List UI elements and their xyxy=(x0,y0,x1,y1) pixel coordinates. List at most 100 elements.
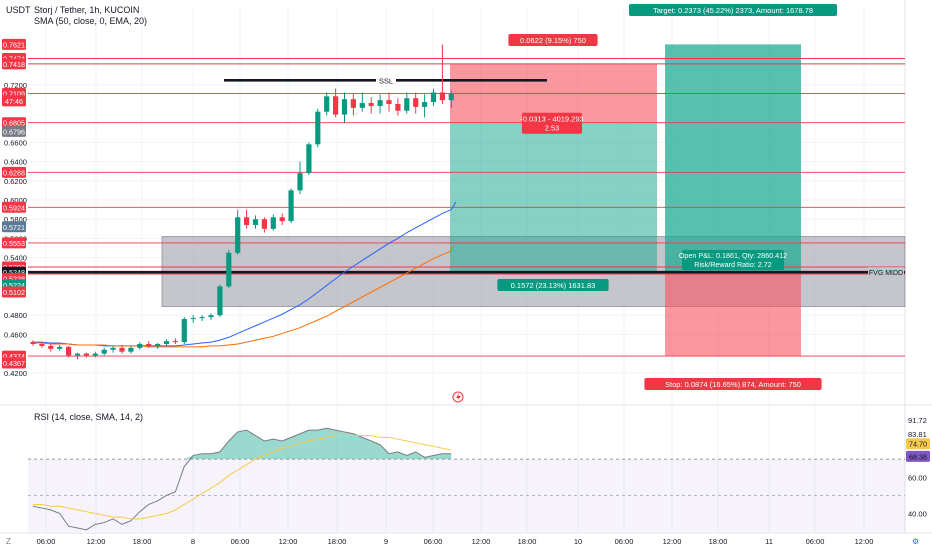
axis-spacer: USDT xyxy=(8,543,11,545)
candle-body xyxy=(39,344,45,346)
candle-body xyxy=(386,100,392,104)
price-badge-label: 0.5924 xyxy=(3,203,25,212)
candle-body xyxy=(57,346,63,349)
price-badge-label: 0.6796 xyxy=(3,127,25,136)
short-top-label-bg xyxy=(508,34,598,46)
x-tick-label: 8 xyxy=(191,537,195,546)
price-badge-label: 0.5721 xyxy=(3,223,25,232)
candle-body xyxy=(315,111,321,145)
x-tick-label: 06:00 xyxy=(37,537,56,546)
x-tick-label: 06:00 xyxy=(424,537,443,546)
open-pnl-label: Open P&L: 0.1861, Qty: 2860.412 xyxy=(679,251,787,260)
candle-body xyxy=(101,349,107,354)
candle-body xyxy=(270,217,276,229)
x-tick-label: 12:00 xyxy=(279,537,298,546)
candle-body xyxy=(83,353,89,356)
price-badge-label: 0.6288 xyxy=(3,168,25,177)
y-tick-label: 0.6400 xyxy=(4,158,27,167)
y-tick-label: 0.6600 xyxy=(4,138,27,147)
rsi-title: RSI (14, close, SMA, 14, 2) xyxy=(34,412,143,422)
price-badge xyxy=(2,95,26,107)
candle-body xyxy=(163,341,170,344)
candle-body xyxy=(92,353,98,356)
x-tick-label: 06:00 xyxy=(231,537,250,546)
price-badge xyxy=(2,286,26,298)
ssl-label-bg xyxy=(376,75,396,86)
long-risk-box xyxy=(665,272,801,357)
candle-body xyxy=(226,252,232,287)
candle-body xyxy=(244,217,250,225)
candle-body xyxy=(333,96,339,115)
short-reward-box xyxy=(450,123,657,275)
candle-body xyxy=(48,345,54,349)
x-tick-label: 10 xyxy=(574,537,582,546)
candle-body xyxy=(155,344,161,346)
y-tick-label: 0.4600 xyxy=(4,330,27,339)
candle-body xyxy=(128,347,134,352)
x-tick-label: 9 xyxy=(384,537,388,546)
x-tick-label: 18:00 xyxy=(133,537,152,546)
price-badge-label: 0.5228 xyxy=(3,275,25,284)
short-mid-label-bg xyxy=(522,112,582,134)
x-tick-label: 12:00 xyxy=(87,537,106,546)
candle-body xyxy=(146,344,152,346)
y-tick-label: 0.5800 xyxy=(4,215,27,224)
candle-body xyxy=(181,319,187,343)
price-badge-label: 0.5102 xyxy=(3,288,25,297)
price-badge-label: 0.4374 xyxy=(3,352,25,361)
price-badge-label: 0.4367 xyxy=(3,359,25,368)
price-badge xyxy=(2,166,26,178)
long-mid-label-bg xyxy=(497,279,609,291)
rsi-tick-label: 91.72 xyxy=(908,416,927,425)
candle-body xyxy=(217,286,223,316)
candle-body xyxy=(208,315,214,318)
target-label: Target: 0.2373 (45.22%) 2373, Amount: 16… xyxy=(653,6,813,15)
ema-50-line xyxy=(33,209,452,347)
rsi-badge xyxy=(906,438,930,450)
rsi-badge-label: 74.70 xyxy=(909,440,927,449)
price-badge xyxy=(2,201,26,213)
open-pnl-bg xyxy=(682,250,784,270)
x-tick-label: 12:00 xyxy=(663,537,682,546)
short-mid-label: -0.0313 - 4019.293 xyxy=(520,115,583,124)
target-label-bg xyxy=(629,4,837,16)
candle-body xyxy=(252,219,259,225)
y-tick-label: 0.4800 xyxy=(4,311,27,320)
y-tick-label: 0.6200 xyxy=(4,177,27,186)
x-tick-label: 06:00 xyxy=(806,537,825,546)
rsi-tick-label: 40.00 xyxy=(908,510,927,519)
y-tick-label: 0.5400 xyxy=(4,254,27,263)
price-badge xyxy=(2,38,26,50)
candle-body xyxy=(395,104,401,111)
x-tick-label: 18:00 xyxy=(709,537,728,546)
candle-body xyxy=(324,96,330,112)
gear-icon: ⚙ xyxy=(912,537,919,546)
price-badge xyxy=(2,237,26,249)
price-badge xyxy=(2,117,26,129)
candle-body xyxy=(377,100,383,106)
rsi-badge xyxy=(906,450,930,462)
candle-body xyxy=(66,346,72,356)
candle-body xyxy=(368,103,374,106)
price-badge-label: 0.7418 xyxy=(3,60,25,69)
currency-label: USDT xyxy=(6,5,31,15)
lightning-icon xyxy=(456,393,461,401)
candle-body xyxy=(413,98,419,107)
candle-body xyxy=(172,341,178,343)
ema-50-tail xyxy=(450,201,457,210)
candle-body xyxy=(350,99,356,108)
price-badge-label: 0.6805 xyxy=(3,119,25,128)
candle-body xyxy=(279,217,285,222)
price-badge-label: 0.5553 xyxy=(3,239,25,248)
candle-body xyxy=(297,173,303,191)
long-mid-label: 0.1572 (23.13%) 1631.83 xyxy=(511,281,596,290)
price-badge-label: 0.7621 xyxy=(3,40,25,49)
fvg-mid-label: FVG MIDD xyxy=(869,270,903,277)
candle-body xyxy=(74,353,81,356)
candle-body xyxy=(306,144,312,174)
candle-body xyxy=(288,190,294,222)
risk-reward-label: Risk/Reward Ratio: 2.72 xyxy=(694,260,772,269)
candle-body xyxy=(404,98,410,111)
short-mid-value: 2.53 xyxy=(545,124,560,133)
